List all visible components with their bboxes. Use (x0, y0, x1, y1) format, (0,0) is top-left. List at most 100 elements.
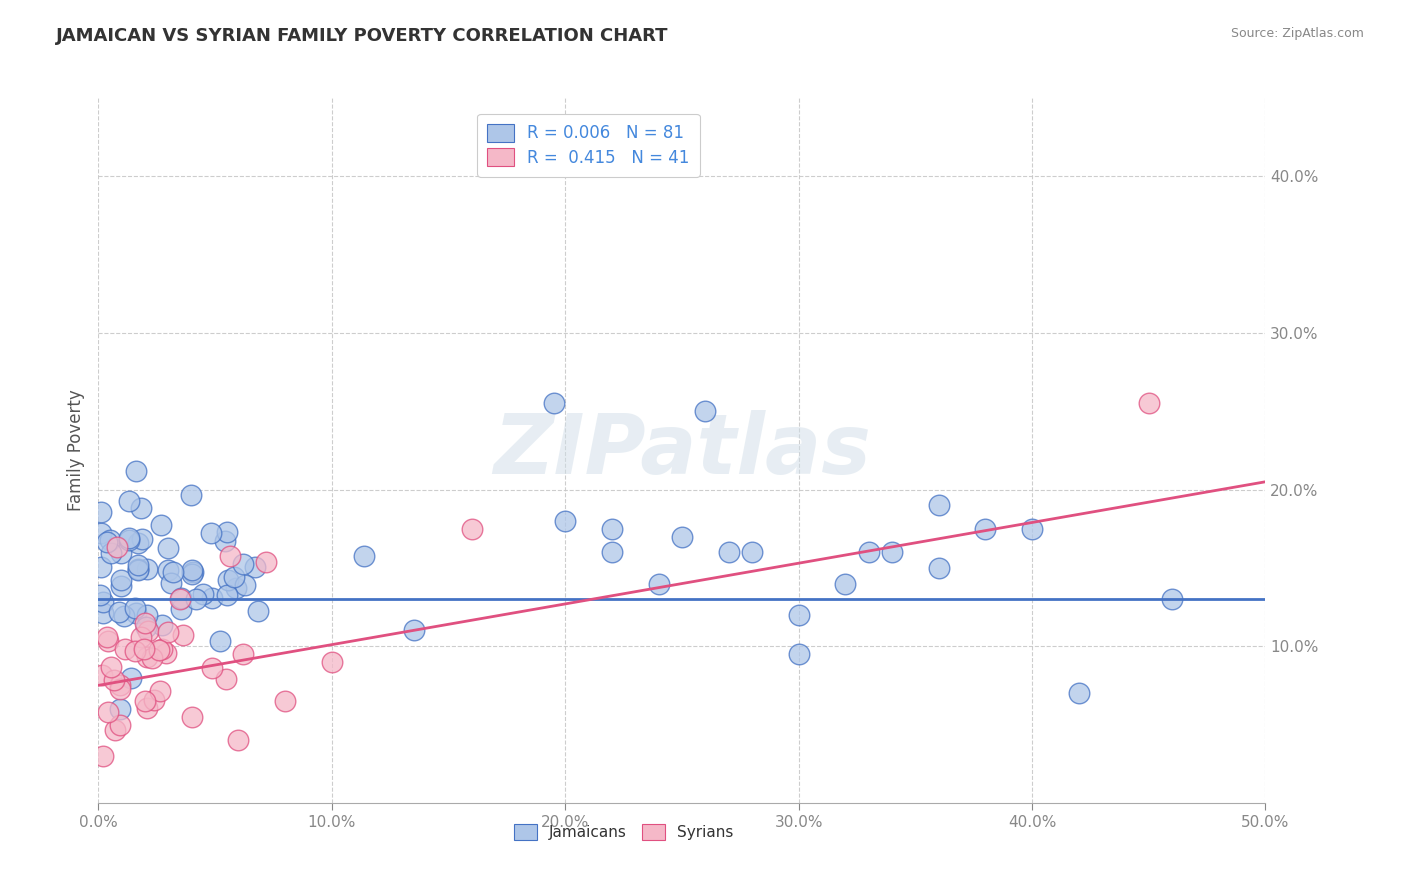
Point (120, 671, 142, 685)
Point (91, 595, 114, 609)
Point (222, 570, 245, 584)
Point (110, 579, 132, 593)
Point (180, 488, 202, 502)
Point (184, 592, 207, 607)
Point (136, 701, 159, 715)
Point (125, 607, 148, 621)
Point (127, 561, 149, 575)
Point (108, 681, 131, 696)
Point (200, 591, 222, 606)
Point (150, 641, 173, 656)
Point (136, 649, 159, 664)
Point (353, 549, 375, 564)
Point (90, 560, 112, 574)
Point (136, 624, 159, 638)
Point (135, 562, 157, 576)
Point (170, 602, 193, 616)
Point (135, 620, 157, 634)
Point (717, 545, 740, 559)
Point (741, 545, 763, 559)
Point (156, 624, 179, 639)
Text: Source: ZipAtlas.com: Source: ZipAtlas.com (1230, 27, 1364, 40)
Point (215, 672, 238, 686)
Point (112, 609, 135, 624)
Point (1137, 396, 1160, 410)
Point (150, 518, 173, 533)
Point (787, 607, 810, 622)
Point (90, 526, 112, 541)
Point (108, 606, 131, 620)
Point (127, 558, 149, 572)
Point (97, 634, 120, 648)
Point (100, 660, 122, 674)
Point (209, 634, 232, 648)
Point (217, 573, 239, 587)
Point (160, 576, 183, 591)
Point (118, 494, 141, 508)
Point (647, 576, 669, 591)
Point (131, 532, 153, 546)
Point (156, 541, 179, 555)
Point (321, 655, 343, 669)
Point (150, 617, 173, 632)
Y-axis label: Family Poverty: Family Poverty (66, 390, 84, 511)
Point (974, 522, 997, 536)
Point (162, 565, 184, 579)
Point (1021, 522, 1043, 536)
Point (97, 705, 120, 719)
Point (114, 641, 136, 656)
Point (225, 581, 247, 595)
Point (181, 563, 204, 577)
Point (246, 604, 269, 618)
Point (129, 630, 152, 644)
Point (93, 606, 115, 620)
Point (91, 667, 114, 681)
Point (215, 588, 238, 602)
Point (214, 534, 236, 549)
Point (105, 541, 128, 555)
Point (91, 748, 114, 763)
Point (96, 535, 118, 549)
Point (172, 627, 194, 641)
Point (124, 643, 146, 657)
Point (256, 555, 278, 569)
Point (543, 396, 565, 410)
Point (103, 673, 125, 687)
Point (671, 530, 693, 544)
Point (89, 588, 111, 602)
Point (834, 576, 856, 591)
Point (108, 702, 131, 716)
Point (110, 573, 132, 587)
Point (218, 549, 240, 563)
Point (129, 501, 152, 516)
Point (127, 536, 149, 550)
Point (274, 694, 297, 708)
Text: ZIPatlas: ZIPatlas (494, 410, 870, 491)
Point (118, 531, 141, 545)
Point (148, 642, 170, 657)
Point (880, 545, 903, 559)
Point (200, 526, 222, 541)
Legend: Jamaicans, Syrians: Jamaicans, Syrians (506, 817, 741, 848)
Point (136, 608, 159, 623)
Point (134, 615, 156, 630)
Point (191, 587, 214, 601)
Point (243, 559, 266, 574)
Point (554, 514, 576, 528)
Point (100, 533, 122, 547)
Point (149, 684, 172, 698)
Point (181, 565, 204, 579)
Point (233, 578, 256, 592)
Point (180, 709, 202, 723)
Point (858, 545, 880, 559)
Point (90, 505, 112, 519)
Point (232, 647, 254, 661)
Point (695, 404, 717, 418)
Point (181, 566, 204, 581)
Point (928, 561, 950, 575)
Point (134, 641, 156, 656)
Point (125, 464, 148, 478)
Point (110, 717, 132, 731)
Point (110, 546, 132, 560)
Point (100, 546, 122, 560)
